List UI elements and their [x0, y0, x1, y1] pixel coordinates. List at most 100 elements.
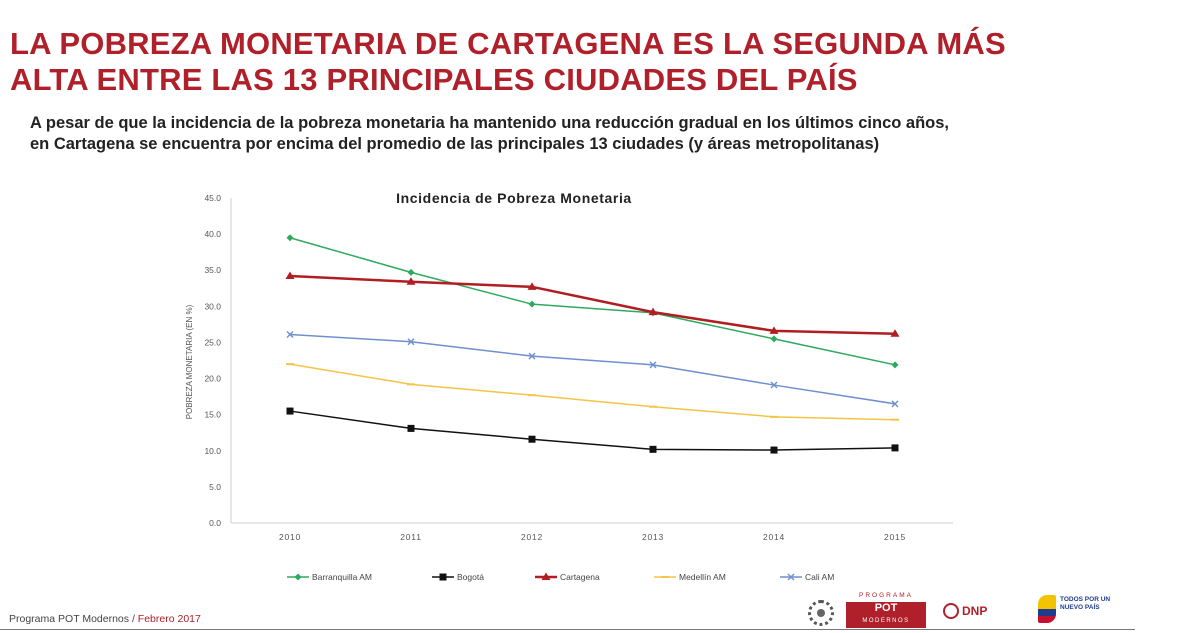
data-point-stroke	[528, 352, 536, 360]
x-tick-label: 2013	[642, 532, 664, 542]
x-tick-label: 2015	[884, 532, 906, 542]
x-tick-label: 2010	[279, 532, 301, 542]
series-bogot-	[286, 407, 899, 454]
data-point	[890, 329, 900, 337]
y-tick-label: 25.0	[204, 337, 221, 347]
chart-axes: 0.0 5.0 10.0 15.0 20.0 25.0 30.0 35.0 40.0 45.0 20…	[185, 190, 953, 542]
y-tick-label: 40.0	[204, 229, 221, 239]
todos-logo-line-1: TODOS POR UN	[1060, 596, 1111, 603]
page-subtitle-line-1: A pesar de que la incidencia de la pobre…	[30, 114, 950, 132]
data-point	[891, 444, 899, 452]
data-point	[891, 400, 899, 408]
y-tick-label: 5.0	[209, 482, 221, 492]
chart-series	[285, 234, 900, 454]
data-point	[286, 331, 294, 338]
series-line	[289, 333, 896, 405]
y-tick-label: 0.0	[209, 518, 221, 528]
data-point	[528, 435, 536, 443]
data-point	[648, 307, 658, 316]
legend-item: Medellín AM	[654, 572, 726, 582]
data-point	[770, 446, 778, 454]
x-tick-label: 2012	[521, 532, 543, 542]
legend-item: Cali AM	[780, 572, 834, 582]
colombia-flag-icon	[1038, 595, 1056, 623]
data-point	[541, 572, 551, 580]
seal-logo-icon	[808, 600, 834, 626]
data-point	[439, 573, 447, 581]
data-point-stroke	[787, 573, 795, 581]
footer-credit: Programa POT Modernos / Febrero 2017	[9, 613, 201, 625]
data-point	[527, 282, 537, 290]
series-cali-am	[286, 331, 899, 408]
data-point-stroke	[649, 361, 657, 369]
legend-item: Bogotá	[432, 572, 484, 582]
y-axis-label: POBREZA MONETARIA (EN %)	[185, 304, 194, 419]
page-title-line-2: ALTA ENTRE LAS 13 PRINCIPALES CIUDADES D…	[10, 62, 858, 97]
x-tick-label: 2014	[763, 532, 785, 542]
data-point-stroke	[286, 331, 294, 338]
dnp-seal-icon	[943, 602, 959, 619]
pot-logo-main: POT	[874, 602, 898, 614]
series-line	[289, 410, 896, 451]
y-tick-label: 20.0	[204, 374, 221, 384]
chart-title: Incidencia de Pobreza Monetaria	[396, 190, 632, 206]
series-barranquilla-am	[286, 234, 899, 369]
y-tick-label: 35.0	[204, 265, 221, 275]
data-point	[528, 352, 536, 360]
series-cartagena	[285, 271, 900, 337]
footer-date: Febrero 2017	[137, 613, 201, 625]
data-point	[769, 326, 779, 334]
series-medell-n-am	[286, 363, 899, 421]
y-tick-label: 45.0	[204, 193, 221, 203]
legend-item: Cartagena	[535, 572, 600, 582]
data-point	[770, 381, 778, 389]
footer-logos: PROGRAMA POT MODERNOS DNP TODOS POR UN N…	[800, 590, 1120, 630]
legend-label: Cali AM	[805, 572, 834, 582]
pot-logo-sub: MODERNOS	[862, 618, 910, 624]
data-point	[407, 268, 415, 276]
data-point	[286, 234, 294, 242]
page-title-line-1: LA POBREZA MONETARIA DE CARTAGENA ES LA …	[10, 26, 1006, 61]
data-point-stroke	[770, 381, 778, 389]
dnp-logo-text: DNP	[962, 604, 988, 618]
page-title: LA POBREZA MONETARIA DE CARTAGENA ES LA …	[10, 26, 1190, 98]
dnp-logo: DNP	[943, 601, 1023, 621]
footer-program: Programa POT Modernos	[9, 613, 130, 625]
data-point	[891, 361, 899, 369]
series-line	[289, 237, 896, 366]
data-point	[407, 338, 415, 346]
data-point	[770, 335, 778, 343]
data-point-stroke	[891, 400, 899, 408]
chart-legend: Barranquilla AM Bogotá Cartagena Medellín A…	[287, 572, 834, 582]
page-subtitle: A pesar de que la incidencia de la pobre…	[30, 113, 1190, 155]
footer-separator: /	[129, 613, 138, 625]
data-point	[407, 424, 415, 432]
data-point	[787, 573, 795, 581]
page-subtitle-line-2: en Cartagena se encuentra por encima del…	[30, 135, 880, 153]
data-point	[649, 445, 657, 453]
data-point	[294, 573, 302, 581]
footer-divider	[0, 629, 1135, 630]
pot-modernos-logo: PROGRAMA POT MODERNOS	[846, 592, 926, 628]
y-tick-label: 15.0	[204, 410, 221, 420]
data-point	[528, 300, 536, 308]
data-point	[286, 407, 294, 415]
data-point	[649, 361, 657, 369]
y-tick-label: 30.0	[204, 301, 221, 311]
pot-logo-top: PROGRAMA	[859, 592, 913, 599]
data-point	[406, 277, 416, 285]
y-tick-label: 10.0	[204, 446, 221, 456]
data-point	[285, 271, 295, 279]
series-line	[289, 274, 896, 336]
data-point-stroke	[407, 338, 415, 346]
todos-por-un-nuevo-pais-logo: TODOS POR UN NUEVO PAÍS	[1038, 593, 1118, 625]
legend-label: Barranquilla AM	[312, 572, 372, 582]
legend-item: Barranquilla AM	[287, 572, 372, 582]
legend-label: Bogotá	[457, 572, 484, 582]
x-tick-label: 2011	[400, 532, 421, 542]
legend-label: Medellín AM	[679, 572, 726, 582]
legend-label: Cartagena	[560, 572, 600, 582]
todos-logo-line-2: NUEVO PAÍS	[1060, 604, 1100, 611]
series-line	[289, 363, 896, 421]
